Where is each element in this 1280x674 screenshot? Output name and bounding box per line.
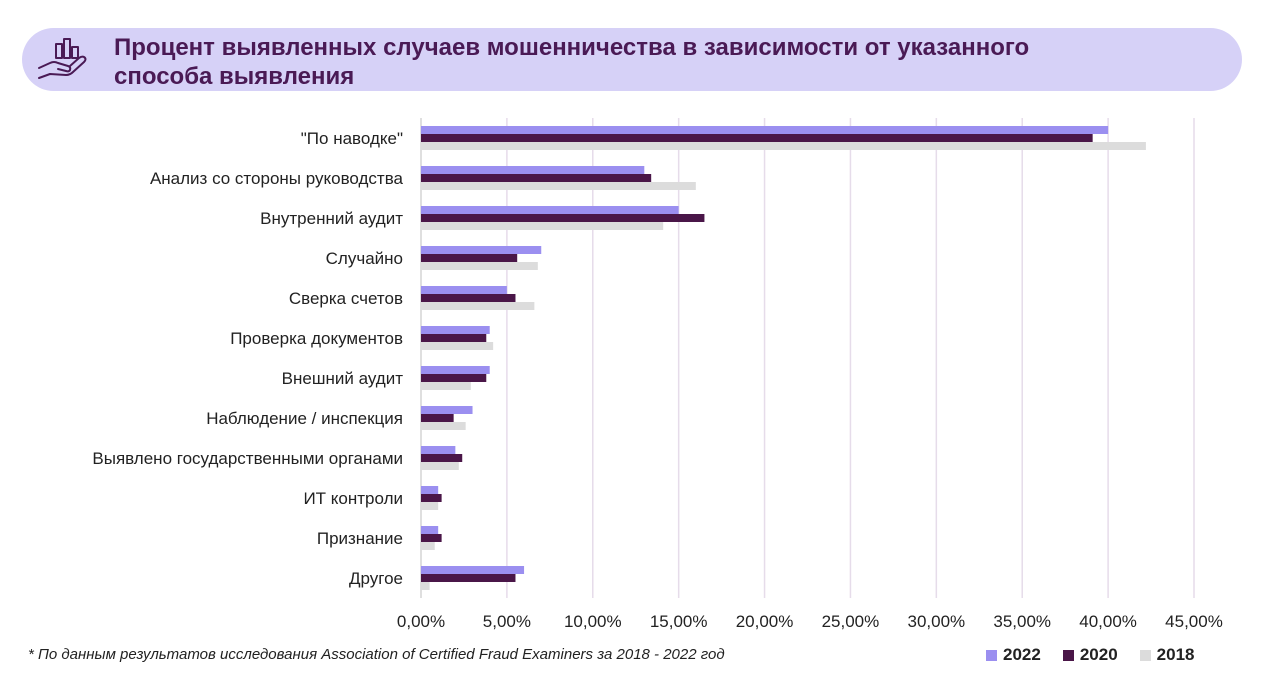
bar-2022 [421, 486, 439, 494]
x-tick-label: 10,00% [564, 612, 622, 631]
chart-title-line1: Процент выявленных случаев мошенничества… [114, 34, 1030, 61]
hand-chart-icon [38, 38, 87, 79]
bar-2018 [421, 142, 1146, 150]
x-tick-label: 5,00% [483, 612, 531, 631]
bar-2018 [421, 222, 664, 230]
bar-2022 [421, 286, 507, 294]
bar-2022 [421, 326, 490, 334]
bar-2020 [421, 214, 705, 222]
bar-2018 [421, 262, 538, 270]
x-tick-label: 35,00% [993, 612, 1051, 631]
bar-2018 [421, 302, 535, 310]
bar-2018 [421, 382, 471, 390]
bar-2020 [421, 294, 516, 302]
bar-2022 [421, 206, 679, 214]
category-label: Проверка документов [230, 329, 403, 348]
bar-2022 [421, 166, 645, 174]
chart-legend: 2022 2020 2018 [986, 645, 1194, 665]
bar-2020 [421, 454, 463, 462]
chart-title-line2: способа выявления [114, 63, 355, 90]
x-tick-label: 20,00% [736, 612, 794, 631]
category-label: Наблюдение / инспекция [206, 409, 403, 428]
x-tick-label: 25,00% [822, 612, 880, 631]
bar-2020 [421, 494, 442, 502]
x-tick-label: 15,00% [650, 612, 708, 631]
category-label: Признание [317, 529, 403, 548]
bar-2020 [421, 374, 487, 382]
category-label: Другое [349, 569, 403, 588]
chart-header: Процент выявленных случаев мошенничества… [22, 28, 1242, 91]
category-label: Выявлено государственными органами [92, 449, 403, 468]
bar-2022 [421, 566, 525, 574]
category-label: Анализ со стороны руководства [150, 169, 404, 188]
x-tick-label: 30,00% [907, 612, 965, 631]
legend-item-2022: 2022 [986, 645, 1041, 665]
category-label: ИТ контроли [303, 489, 403, 508]
legend-swatch-2020 [1062, 649, 1074, 661]
bar-2022 [421, 406, 473, 414]
bar-2018 [421, 182, 696, 190]
bar-2020 [421, 574, 516, 582]
bar-2018 [421, 422, 466, 430]
legend-swatch-2018 [1139, 649, 1151, 661]
x-tick-label: 0,00% [397, 612, 445, 631]
legend-item-2020: 2020 [1062, 645, 1118, 665]
category-label: Внешний аудит [282, 369, 404, 388]
bar-2018 [421, 542, 435, 550]
category-label: "По наводке" [301, 129, 403, 148]
bar-2020 [421, 534, 442, 542]
bar-2020 [421, 174, 652, 182]
bar-2022 [421, 446, 456, 454]
legend-swatch-2022 [986, 649, 997, 661]
chart-title: Процент выявленных случаев мошенничества… [114, 33, 1214, 91]
bar-2022 [421, 526, 439, 534]
category-label: Случайно [326, 249, 403, 268]
bar-2020 [421, 414, 454, 422]
legend-label-2018: 2018 [1156, 645, 1195, 664]
bar-2020 [421, 254, 518, 262]
bar-2018 [421, 342, 494, 350]
bar-2018 [421, 582, 430, 590]
legend-item-2018: 2018 [1139, 645, 1195, 665]
x-tick-label: 40,00% [1079, 612, 1137, 631]
bar-2022 [421, 246, 542, 254]
bar-2018 [421, 462, 459, 470]
footnote: * По данным результатов исследования Ass… [28, 646, 725, 663]
legend-label-2022: 2022 [1003, 645, 1041, 664]
category-label: Сверка счетов [289, 289, 403, 308]
bar-2020 [421, 334, 487, 342]
bar-2018 [421, 502, 439, 510]
bar-2020 [421, 134, 1093, 142]
bar-2022 [421, 126, 1109, 134]
category-label: Внутренний аудит [260, 209, 403, 228]
legend-label-2020: 2020 [1079, 645, 1118, 664]
bar-2022 [421, 366, 490, 374]
x-tick-label: 45,00% [1165, 612, 1223, 631]
